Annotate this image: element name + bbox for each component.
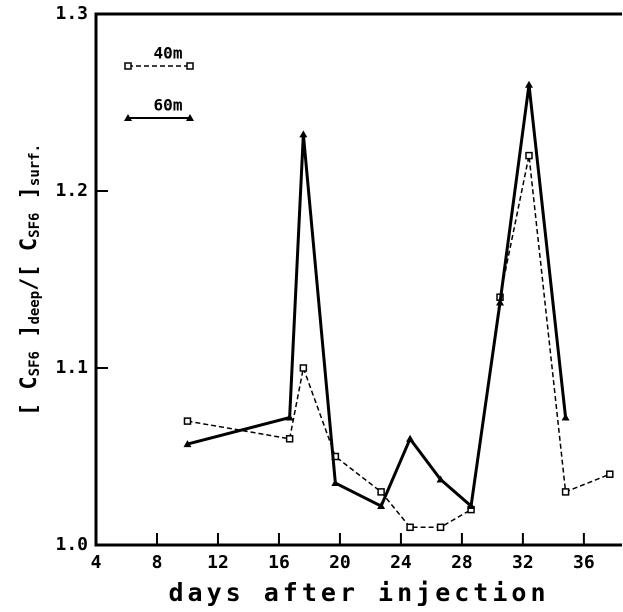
legend-marker [186,62,194,70]
x-tick-label: 8 [152,552,163,573]
y-axis-label-sub: deep [27,291,43,325]
x-tick-label: 12 [207,552,229,573]
data-point [285,413,294,421]
data-point [561,413,570,421]
x-axis-label: days after injection [168,578,549,607]
plot-frame [94,12,622,547]
data-point [331,479,340,487]
data-point [467,502,476,510]
x-tick-label: 20 [329,552,351,573]
data-point [524,80,533,88]
data-point [377,488,385,496]
legend-marker [124,62,132,70]
x-tick-label: 16 [268,552,290,573]
data-point [285,435,294,443]
y-axis-label-part: ] [17,325,42,352]
y-axis-label-part: /[ C [17,238,42,291]
legend-label: 60m [154,96,183,115]
y-axis-label-sub: surf. [27,144,43,186]
data-point [436,475,445,483]
series-line [187,84,568,510]
y-axis-label: [ CSF6 ]deep/[ CSF6 ]surf. [17,144,43,416]
data-point [436,523,445,532]
data-point [406,434,415,442]
x-tick-label: 32 [512,552,534,573]
data-point [525,151,533,160]
data-point [561,488,570,496]
y-tick-label: 1.1 [55,357,88,378]
x-tick-label: 28 [451,552,473,573]
y-tick-label: 1.2 [55,180,88,201]
data-point [496,298,505,306]
x-tick-label: 4 [91,552,102,573]
y-axis-label-sub: SF6 [27,351,43,376]
y-tick-label: 1.3 [55,3,88,24]
y-axis-label-part: [ C [17,376,42,416]
data-point [183,417,192,425]
legend-marker [186,114,194,121]
data-point [406,523,414,532]
y-tick-label: 1.0 [55,534,88,555]
series-line [187,155,611,529]
data-point [183,440,192,448]
legend-label: 40m [154,44,183,63]
data-point [299,364,308,372]
data-point [299,130,308,138]
x-tick-label: 36 [573,552,595,573]
y-axis-label-sub: SF6 [27,213,43,238]
x-tick-label: 24 [390,552,412,573]
legend-marker [124,114,132,121]
data-point [377,502,386,510]
y-axis-label-part: ] [17,186,42,213]
data-point [606,470,614,478]
